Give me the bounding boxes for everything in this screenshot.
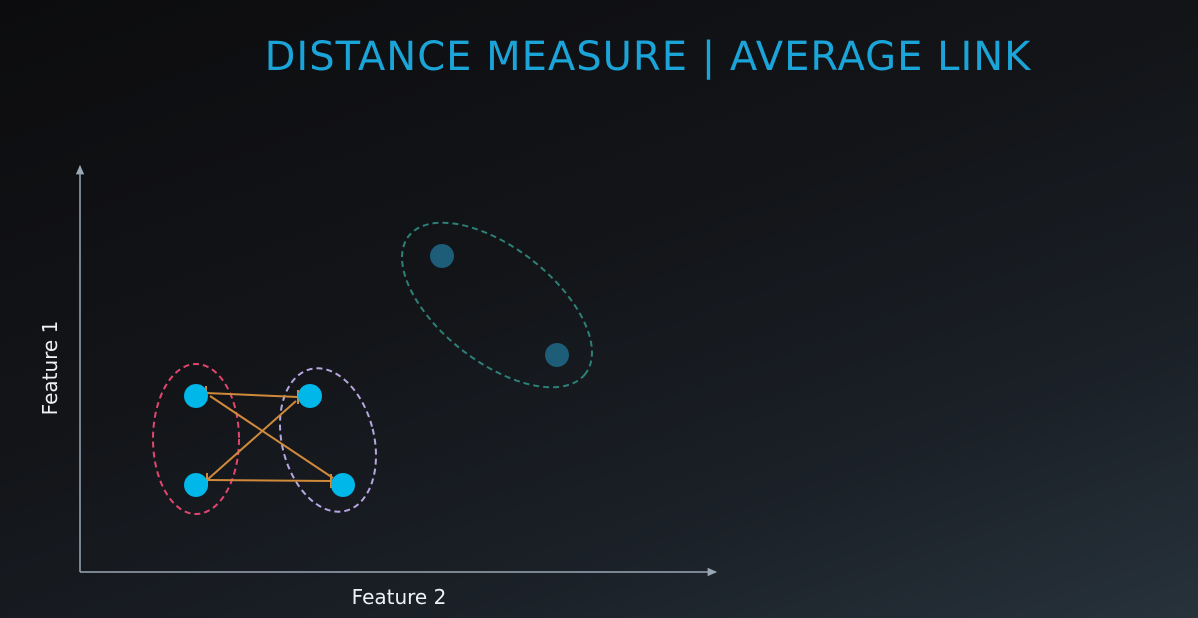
data-point	[184, 384, 208, 408]
data-point	[184, 473, 208, 497]
cluster-ellipse-teal	[401, 221, 593, 389]
link-line-diag-down	[209, 395, 334, 479]
data-point	[331, 473, 355, 497]
data-point	[298, 384, 322, 408]
data-point-faded	[430, 244, 454, 268]
link-line-top	[205, 392, 299, 398]
slide-title: DISTANCE MEASURE | AVERAGE LINK	[264, 34, 1032, 80]
cluster-ellipse-red	[152, 363, 240, 515]
y-axis-label: Feature 1	[38, 321, 62, 416]
link-line-bottom	[206, 479, 332, 482]
cluster-ellipse-purple	[278, 367, 378, 513]
link-lines	[205, 386, 334, 488]
link-line-diag-up	[206, 400, 297, 481]
data-point-faded	[545, 343, 569, 367]
x-axis-label: Feature 2	[352, 585, 447, 609]
